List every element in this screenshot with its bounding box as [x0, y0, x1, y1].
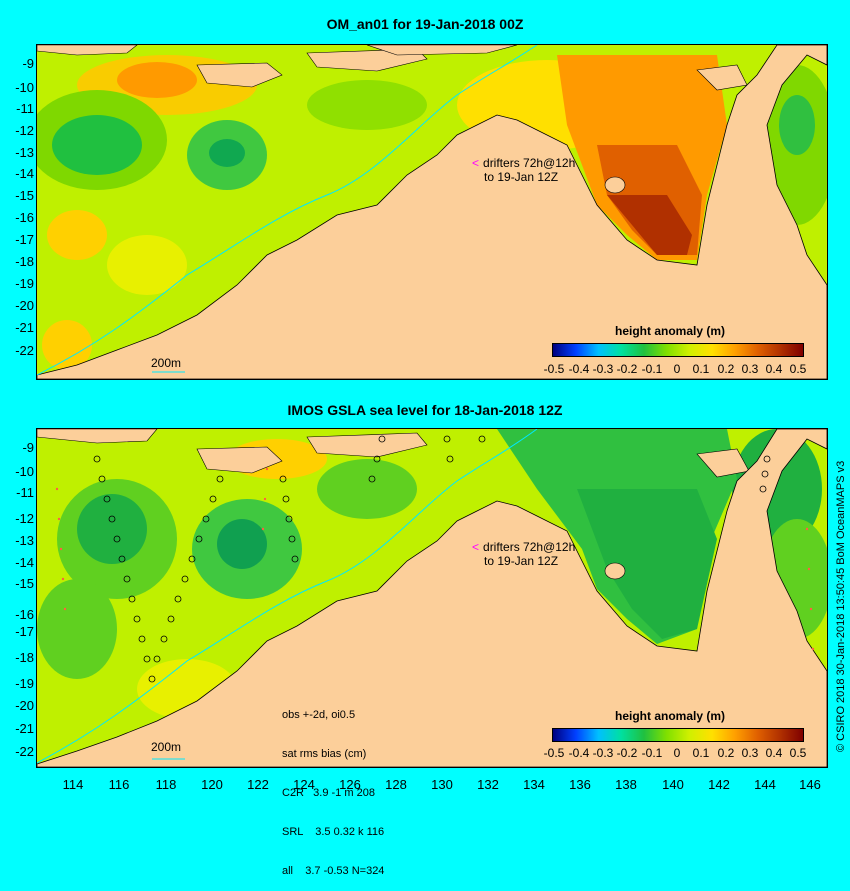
lat-label: -17: [15, 624, 34, 639]
stats-line: all 3.7 -0.53 N=324: [282, 865, 385, 877]
lat-label: -17: [15, 232, 34, 247]
lon-label: 134: [523, 777, 545, 792]
bottom-200m-label: 200m: [151, 740, 182, 754]
lat-label: -12: [15, 511, 34, 526]
lon-label: 132: [477, 777, 499, 792]
drifters-legend-line2: to 19-Jan 12Z: [484, 170, 559, 184]
lat-label: -16: [15, 210, 34, 225]
lat-label: -13: [15, 145, 34, 160]
lat-label: -21: [15, 320, 34, 335]
lat-label: -18: [15, 254, 34, 269]
colorbar-tick: -0.2: [616, 746, 638, 760]
lat-label: -22: [15, 744, 34, 759]
colorbar-tick: 0.2: [717, 362, 735, 376]
drifter-arrow-icon: <: [472, 540, 480, 554]
lon-label: 122: [247, 777, 269, 792]
colorbar-tick: -0.1: [641, 362, 663, 376]
lon-label: 120: [201, 777, 223, 792]
lon-label: 116: [108, 777, 130, 792]
lon-label: 118: [155, 777, 177, 792]
drifters-legend-line2: to 19-Jan 12Z: [484, 554, 559, 568]
colorbar-tick: -0.2: [616, 362, 638, 376]
bottom-colorbar-title: height anomaly (m): [615, 709, 726, 723]
colorbar-tick: 0.4: [765, 746, 783, 760]
lon-label: 138: [615, 777, 637, 792]
lat-label: -15: [15, 576, 34, 591]
colorbar-tick: 0: [673, 746, 681, 760]
lon-label: 140: [662, 777, 684, 792]
lon-label: 128: [385, 777, 407, 792]
colorbar-tick: -0.5: [543, 746, 565, 760]
colorbar-tick: 0.2: [717, 746, 735, 760]
bottom-colorbar: [552, 728, 804, 742]
lat-label: -10: [15, 464, 34, 479]
lat-label: -9: [22, 440, 34, 455]
lat-label: -14: [15, 166, 34, 181]
lat-label: -19: [15, 276, 34, 291]
lat-label: -10: [15, 80, 34, 95]
colorbar-tick: 0.1: [692, 746, 710, 760]
copyright-credit: © CSIRO 2018 30-Jan-2018 13:50:45 BoM Oc…: [835, 460, 847, 752]
colorbar-tick: 0.3: [741, 362, 759, 376]
colorbar-tick: 0: [673, 362, 681, 376]
colorbar-tick: 0.1: [692, 362, 710, 376]
colorbar-tick: 0.3: [741, 746, 759, 760]
drifters-legend-line1: drifters 72h@12h: [483, 540, 576, 554]
lon-label: 136: [569, 777, 591, 792]
lon-label: 130: [431, 777, 453, 792]
drifter-arrow-icon: <: [472, 156, 480, 170]
top-colorbar: [552, 343, 804, 357]
lat-label: -18: [15, 650, 34, 665]
bottom-drifters-legend: < drifters 72h@12h to 19-Jan 12Z: [472, 540, 575, 568]
lon-label: 142: [708, 777, 730, 792]
top-map-canvas: [37, 45, 827, 379]
colorbar-tick: -0.1: [641, 746, 663, 760]
stats-line: SRL 3.5 0.32 k 116: [282, 826, 385, 838]
top-map-panel: [36, 44, 828, 380]
colorbar-tick: -0.3: [592, 362, 614, 376]
stats-line: C2R 3.9 -1 m 208: [282, 787, 375, 799]
lat-label: -14: [15, 555, 34, 570]
lat-label: -15: [15, 188, 34, 203]
lat-label: -11: [16, 485, 34, 500]
bottom-map-canvas: [37, 429, 827, 767]
colorbar-tick: -0.4: [568, 746, 590, 760]
bottom-map-title: IMOS GSLA sea level for 18-Jan-2018 12Z: [287, 402, 563, 418]
lon-label: 124: [293, 777, 315, 792]
bottom-lat-labels: -9 -10 -11 -12 -13 -14 -15 -16 -17 -18 -…: [0, 428, 34, 768]
stats-line: sat rms bias (cm): [282, 748, 367, 760]
colorbar-tick: -0.3: [592, 746, 614, 760]
top-map-title: OM_an01 for 19-Jan-2018 00Z: [326, 16, 524, 32]
lon-label: 114: [62, 777, 84, 792]
bottom-map-panel: [36, 428, 828, 768]
lat-label: -20: [15, 698, 34, 713]
lat-label: -20: [15, 298, 34, 313]
lon-label: 126: [339, 777, 361, 792]
lon-label: 144: [754, 777, 776, 792]
lat-label: -21: [15, 721, 34, 736]
top-lat-labels: -9 -10 -11 -12 -13 -14 -15 -16 -17 -18 -…: [0, 44, 34, 380]
colorbar-tick: 0.4: [765, 362, 783, 376]
lat-label: -19: [15, 676, 34, 691]
lon-label: 146: [799, 777, 821, 792]
drifters-legend-line1: drifters 72h@12h: [483, 156, 576, 170]
colorbar-tick: -0.4: [568, 362, 590, 376]
lat-label: -16: [15, 607, 34, 622]
top-drifters-legend: < drifters 72h@12h to 19-Jan 12Z: [472, 156, 575, 184]
colorbar-tick: 0.5: [789, 362, 807, 376]
colorbar-tick: 0.5: [789, 746, 807, 760]
colorbar-tick: -0.5: [543, 362, 565, 376]
top-200m-label: 200m: [151, 356, 182, 370]
top-colorbar-title: height anomaly (m): [615, 324, 726, 338]
lat-label: -11: [16, 101, 34, 116]
lat-label: -9: [22, 56, 34, 71]
lat-label: -13: [15, 533, 34, 548]
lat-label: -22: [15, 343, 34, 358]
stats-line: obs +-2d, oi0.5: [282, 709, 356, 721]
lat-label: -12: [15, 123, 34, 138]
